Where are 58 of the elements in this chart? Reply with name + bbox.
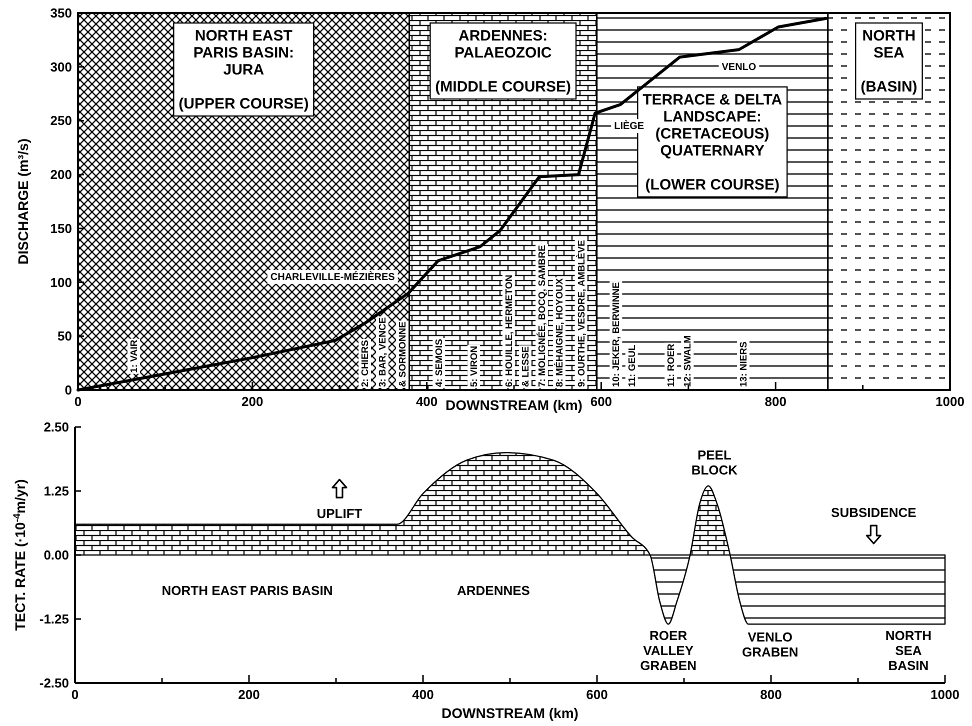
y-axis-title: DISCHARGE (m³/s)	[15, 138, 31, 265]
annotation: VENLO	[722, 62, 756, 73]
annotation: NORTH SEA BASIN	[885, 628, 932, 674]
x-tick-label: 200	[238, 687, 260, 702]
x-tick-label: 800	[764, 394, 786, 409]
x-axis-title: DOWNSTREAM (km)	[446, 397, 582, 413]
x-tick-label: 800	[760, 687, 782, 702]
y-tick-label: 250	[50, 113, 72, 128]
annotation: LIÈGE	[614, 120, 644, 132]
annotation: 4: SEMOIS	[434, 338, 446, 387]
y-tick-label: -1.25	[39, 612, 69, 626]
annotation: 13: NIERS	[738, 342, 750, 387]
x-tick-label: 1000	[930, 687, 960, 702]
band-label: TERRACE & DELTA LANDSCAPE: (CRETACEOUS) QUATERNARY (LOWER COURSE)	[642, 92, 782, 194]
x-tick-label: 600	[586, 687, 608, 702]
y-tick-label: 300	[50, 59, 72, 74]
annotation: 5: VIRON	[469, 346, 480, 387]
annotation: NORTH EAST PARIS BASIN	[162, 583, 333, 598]
band-label: ARDENNES: PALAEOZOIC (MIDDLE COURSE)	[435, 28, 572, 96]
annotation: VENLO GRABEN	[742, 629, 798, 660]
x-tick-label: 1000	[936, 394, 964, 409]
band-label: NORTH SEA (BASIN)	[860, 28, 918, 96]
y-tick-label: 2.50	[44, 420, 69, 434]
annotation: 11: ROER	[666, 344, 678, 387]
y-tick-label: 350	[50, 6, 72, 20]
y-tick-label: 50	[58, 328, 72, 344]
annotation: PEEL BLOCK	[691, 448, 738, 478]
annotation: 6: HOUILLE, HERMETON	[504, 274, 515, 387]
y-tick-label: 100	[50, 274, 72, 290]
band-label: NORTH EAST PARIS BASIN: JURA (UPPER COURSE)	[178, 28, 309, 113]
annotation: 2: CHIERS	[360, 340, 372, 387]
x-tick-label: 400	[416, 394, 438, 409]
annotation: 10: JEKER, BERWINNE	[611, 282, 622, 387]
x-tick-label: 400	[412, 687, 434, 702]
y-tick-label: 0	[64, 382, 72, 398]
annotation: & LESSE	[520, 346, 532, 387]
annotation: 11: GEUL	[626, 344, 638, 387]
annotation: ROER VALLEY GRABEN	[640, 628, 697, 674]
annotation: 8: MÉHAIGNE, HOYOUX	[553, 278, 566, 387]
y-tick-label: 150	[50, 220, 72, 236]
annotation: 3: BAR, VENCE	[377, 317, 388, 387]
y-tick-label: 200	[50, 167, 72, 182]
x-axis-title: DOWNSTREAM (km)	[442, 705, 578, 721]
x-tick-label: 600	[590, 394, 612, 409]
y-tick-label: 1.25	[44, 484, 69, 498]
annotation: 9: OURTHE, VESDRE, AMBLÈVE	[575, 240, 588, 387]
annotation: 12: SWALM	[682, 335, 694, 387]
annotation: ARDENNES	[456, 583, 530, 598]
annotation: 1: VAIR	[128, 340, 140, 373]
annotation: SUBSIDENCE	[831, 505, 917, 520]
y-tick-label: -2.50	[39, 676, 69, 690]
annotation: 7: MOLIGNÉE, BOCQ, SAMBRE	[536, 245, 548, 387]
annotation: UPLIFT	[316, 506, 362, 522]
x-tick-label: 200	[242, 394, 264, 409]
y-tick-label: 0.00	[44, 548, 69, 562]
x-tick-label: 0	[74, 394, 82, 409]
annotation: CHARLEVILLE-MÉZIÈRES	[270, 270, 396, 283]
annotation: & SORMONNE	[398, 322, 409, 387]
